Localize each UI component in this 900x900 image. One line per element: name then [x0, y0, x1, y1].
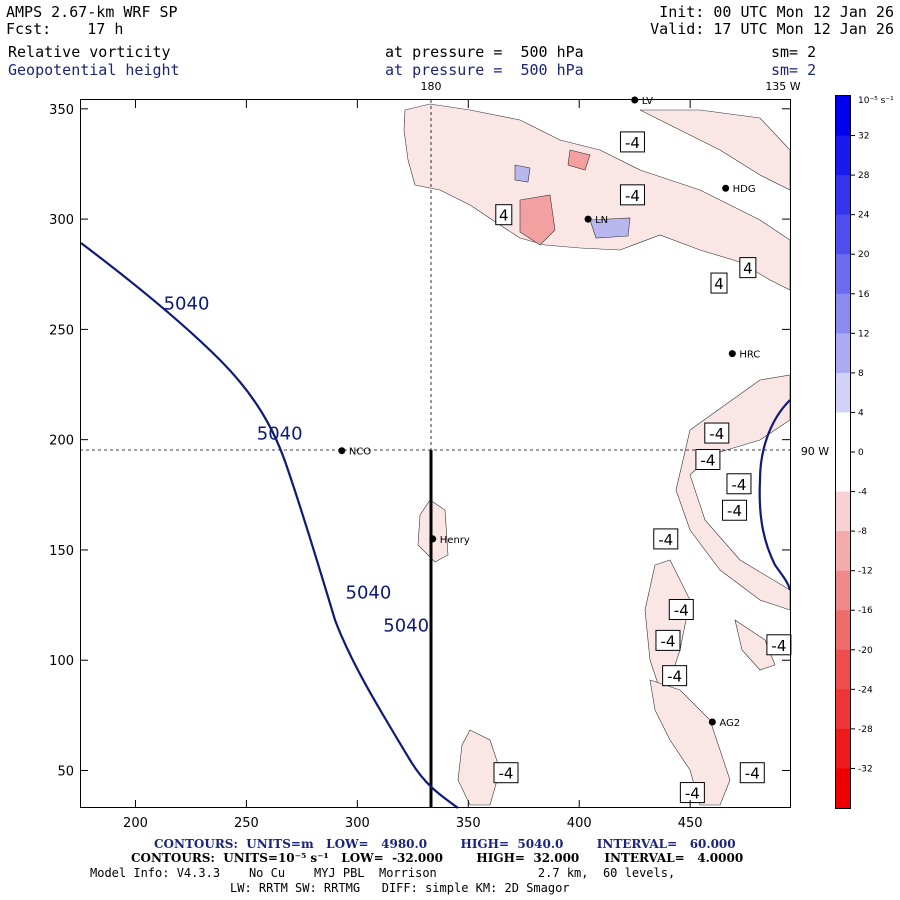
vorticity-label-neg-box	[619, 184, 645, 206]
vorticity-label-neg-box	[653, 528, 679, 550]
vorticity-label-neg: -4	[667, 668, 682, 686]
vorticity-label-neg: -4	[499, 765, 514, 783]
field1-smoothing: sm= 2	[771, 43, 817, 61]
x-tick-label: 300	[345, 816, 370, 831]
footer-physics-info: LW: RRTM SW: RRTMG DIFF: simple KM: 2D S…	[230, 881, 570, 895]
vorticity-label-neg-box	[679, 782, 705, 804]
field1-level: at pressure = 500 hPa	[385, 43, 584, 61]
init-time: Init: 00 UTC Mon 12 Jan 26	[659, 3, 894, 21]
station-marker	[584, 215, 592, 223]
height-contour-label: 5040	[383, 616, 429, 637]
height-contour-east	[758, 399, 792, 591]
vorticity-field	[403, 103, 791, 806]
field2-name: Geopotential height	[8, 61, 180, 79]
y-tick-label: 200	[49, 434, 74, 449]
vorticity-label-neg: -4	[625, 187, 640, 205]
vorticity-label-neg-box	[619, 131, 645, 153]
y-tick-label: 150	[49, 544, 74, 559]
vorticity-label-neg: -4	[771, 637, 786, 655]
footer-vorticity-contours: CONTOURS: UNITS=10⁻⁵ s⁻¹ LOW= -32.000 HI…	[131, 851, 744, 865]
lon-label-90w: 90 W	[801, 445, 829, 458]
height-contour-label: 5040	[164, 294, 210, 315]
vorticity-label-neg: -4	[658, 531, 673, 549]
station-label: HRC	[739, 350, 760, 361]
vorticity-label-neg: -4	[727, 502, 742, 520]
vorticity-label-neg: -4	[674, 601, 689, 619]
y-tick-label: 300	[49, 213, 74, 228]
y-tick-label: 250	[49, 323, 74, 338]
station-label: NCO	[349, 447, 371, 458]
vorticity-label-pos: 4	[714, 275, 724, 293]
station-marker	[728, 350, 736, 358]
height-contour-label: 5040	[257, 424, 303, 445]
y-tick-label: 50	[57, 765, 74, 780]
vorticity-label-neg-box	[655, 629, 681, 651]
vorticity-label-neg: -4	[745, 765, 760, 783]
field2-level: at pressure = 500 hPa	[385, 61, 584, 79]
y-tick-label: 100	[49, 654, 74, 669]
vorticity-label-neg-box	[722, 499, 748, 521]
vorticity-label-pos-box	[495, 204, 513, 226]
field1-name: Relative vorticity	[8, 43, 171, 61]
x-tick-label: 400	[567, 816, 592, 831]
plot-frame	[80, 99, 791, 808]
x-tick-label: 450	[678, 816, 703, 831]
height-contour-label: 5040	[346, 582, 392, 603]
station-label: Henry	[440, 535, 470, 546]
vorticity-label-neg-box	[726, 473, 752, 495]
vorticity-label-neg: -4	[625, 134, 640, 152]
station-label: LN	[595, 215, 608, 226]
station-marker	[708, 718, 716, 726]
forecast-hour: Fcst: 17 h	[6, 20, 124, 38]
model-title: AMPS 2.67-km WRF SP	[6, 3, 178, 21]
footer-height-contours: CONTOURS: UNITS=m LOW= 4980.0 HIGH= 5040…	[154, 837, 736, 851]
station-label: AG2	[719, 718, 740, 729]
station-label: HDG	[733, 184, 756, 195]
station-label: LV	[642, 96, 653, 107]
vorticity-label-neg-box	[739, 762, 765, 784]
vorticity-label-neg: -4	[700, 452, 715, 470]
vorticity-label-neg-box	[662, 665, 688, 687]
y-tick-label: 350	[49, 103, 74, 118]
vorticity-label-neg: -4	[685, 785, 700, 803]
field2-smoothing: sm= 2	[771, 61, 817, 79]
x-tick-label: 350	[456, 816, 481, 831]
vorticity-label-pos-box	[710, 272, 728, 294]
height-contour-5040	[80, 242, 459, 809]
x-tick-label: 250	[234, 816, 259, 831]
valid-time: Valid: 17 UTC Mon 12 Jan 26	[650, 20, 894, 38]
x-tick-label: 200	[123, 816, 148, 831]
footer-model-info: Model Info: V4.3.3 No Cu MYJ PBL Morriso…	[90, 866, 676, 880]
lon-label-180: 180	[421, 80, 442, 93]
station-marker	[338, 447, 346, 455]
vorticity-label-neg-box	[668, 598, 694, 620]
vorticity-label-pos: 4	[499, 207, 509, 225]
vorticity-label-neg: -4	[660, 632, 675, 650]
vorticity-label-neg: -4	[709, 425, 724, 443]
vorticity-label-neg-box	[695, 449, 721, 471]
vorticity-label-neg-box	[493, 762, 519, 784]
vorticity-label-neg: -4	[731, 476, 746, 494]
vorticity-label-neg-box	[704, 422, 730, 444]
vorticity-label-pos: 4	[743, 260, 753, 278]
station-marker	[722, 184, 730, 192]
vorticity-label-pos-box	[739, 257, 757, 279]
station-marker	[429, 535, 437, 543]
lon-label-135w: 135 W	[765, 80, 800, 93]
